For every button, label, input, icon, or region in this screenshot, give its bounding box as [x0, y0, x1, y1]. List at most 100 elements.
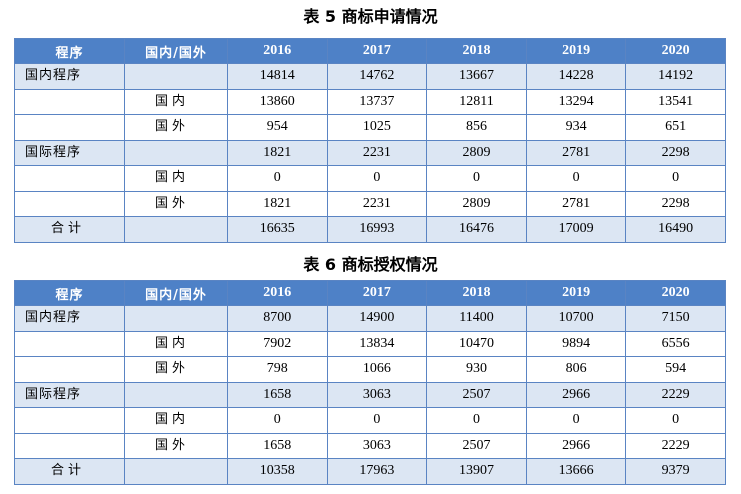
value-cell: 16635 — [227, 216, 328, 243]
program-cell: 国内程序 — [14, 305, 125, 332]
value-cell: 0 — [326, 407, 428, 434]
value-cell: 9894 — [525, 330, 627, 357]
program-cell — [14, 330, 125, 357]
header-origin: 国内/国外 — [124, 38, 228, 64]
value-cell: 934 — [525, 114, 627, 141]
table5-caption: 表 5 商标申请情况 — [303, 7, 438, 26]
origin-cell: 国内 — [124, 330, 228, 357]
value-cell: 7150 — [625, 305, 726, 332]
table-row: 国外 954 1025 856 934 651 — [14, 114, 726, 141]
value-cell: 0 — [625, 165, 726, 192]
value-cell: 16476 — [426, 216, 527, 243]
header-year: 2018 — [426, 280, 527, 306]
value-cell: 1821 — [227, 190, 328, 217]
origin-cell: 国外 — [124, 356, 228, 383]
origin-cell: 国外 — [124, 432, 228, 459]
origin-cell — [124, 63, 228, 90]
table-row: 国外 1658 3063 2507 2966 2229 — [14, 432, 726, 459]
value-cell: 17009 — [525, 216, 627, 243]
value-cell: 2966 — [525, 381, 627, 408]
value-cell: 13860 — [227, 88, 328, 115]
value-cell: 2507 — [426, 432, 527, 459]
value-cell: 6556 — [625, 330, 726, 357]
table-row: 国内 7902 13834 10470 9894 6556 — [14, 330, 726, 357]
header-year: 2016 — [227, 280, 328, 306]
table6-caption: 表 6 商标授权情况 — [303, 255, 438, 274]
origin-cell — [124, 381, 228, 408]
program-cell — [14, 407, 125, 434]
origin-cell — [124, 216, 228, 243]
table-row: 国外 798 1066 930 806 594 — [14, 356, 726, 383]
table-row: 国内程序 14814 14762 13667 14228 14192 — [14, 63, 726, 90]
trademark-application-table: 程序 国内/国外 2016 2017 2018 2019 2020 国内程序 1… — [14, 38, 726, 243]
header-program: 程序 — [14, 280, 125, 306]
value-cell: 954 — [227, 114, 328, 141]
value-cell: 14762 — [326, 63, 428, 90]
value-cell: 0 — [227, 407, 328, 434]
value-cell: 2229 — [625, 432, 726, 459]
table-header-row: 程序 国内/国外 2016 2017 2018 2019 2020 — [14, 38, 726, 64]
program-cell: 国内程序 — [14, 63, 125, 90]
value-cell: 930 — [426, 356, 527, 383]
value-cell: 2809 — [426, 139, 527, 166]
trademark-grant-table: 程序 国内/国外 2016 2017 2018 2019 2020 国内程序 8… — [14, 280, 726, 485]
value-cell: 2966 — [525, 432, 627, 459]
value-cell: 0 — [525, 407, 627, 434]
value-cell: 10700 — [525, 305, 627, 332]
program-cell — [14, 114, 125, 141]
total-row: 合计 10358 17963 13907 13666 9379 — [14, 458, 726, 485]
value-cell: 13834 — [326, 330, 428, 357]
table-row: 国际程序 1658 3063 2507 2966 2229 — [14, 381, 726, 408]
value-cell: 1025 — [326, 114, 428, 141]
value-cell: 806 — [525, 356, 627, 383]
value-cell: 3063 — [326, 381, 428, 408]
program-cell — [14, 88, 125, 115]
value-cell: 651 — [625, 114, 726, 141]
origin-cell: 国外 — [124, 114, 228, 141]
value-cell: 2781 — [525, 190, 627, 217]
table-row: 国内 13860 13737 12811 13294 13541 — [14, 88, 726, 115]
table-row: 国内 0 0 0 0 0 — [14, 165, 726, 192]
value-cell: 13666 — [525, 458, 627, 485]
origin-cell: 国内 — [124, 407, 228, 434]
value-cell: 14192 — [625, 63, 726, 90]
value-cell: 0 — [426, 165, 527, 192]
table-row: 国际程序 1821 2231 2809 2781 2298 — [14, 139, 726, 166]
table-header-row: 程序 国内/国外 2016 2017 2018 2019 2020 — [14, 280, 726, 306]
value-cell: 17963 — [326, 458, 428, 485]
value-cell: 1658 — [227, 432, 328, 459]
program-cell — [14, 356, 125, 383]
program-cell — [14, 190, 125, 217]
header-year: 2018 — [426, 38, 527, 64]
value-cell: 798 — [227, 356, 328, 383]
value-cell: 14228 — [525, 63, 627, 90]
value-cell: 9379 — [625, 458, 726, 485]
header-year: 2017 — [326, 38, 428, 64]
total-row: 合计 16635 16993 16476 17009 16490 — [14, 216, 726, 243]
value-cell: 0 — [227, 165, 328, 192]
table-row: 国内 0 0 0 0 0 — [14, 407, 726, 434]
value-cell: 856 — [426, 114, 527, 141]
value-cell: 2231 — [326, 190, 428, 217]
value-cell: 13907 — [426, 458, 527, 485]
table-row: 国外 1821 2231 2809 2781 2298 — [14, 190, 726, 217]
program-cell: 国际程序 — [14, 381, 125, 408]
value-cell: 2781 — [525, 139, 627, 166]
value-cell: 2229 — [625, 381, 726, 408]
origin-cell — [124, 305, 228, 332]
origin-cell: 国外 — [124, 190, 228, 217]
value-cell: 1821 — [227, 139, 328, 166]
header-program: 程序 — [14, 38, 125, 64]
value-cell: 2298 — [625, 139, 726, 166]
program-cell — [14, 165, 125, 192]
program-cell — [14, 432, 125, 459]
program-cell: 国际程序 — [14, 139, 125, 166]
value-cell: 10358 — [227, 458, 328, 485]
value-cell: 1066 — [326, 356, 428, 383]
header-year: 2017 — [326, 280, 428, 306]
value-cell: 2507 — [426, 381, 527, 408]
value-cell: 13667 — [426, 63, 527, 90]
origin-cell: 国内 — [124, 165, 228, 192]
value-cell: 0 — [426, 407, 527, 434]
value-cell: 16490 — [625, 216, 726, 243]
